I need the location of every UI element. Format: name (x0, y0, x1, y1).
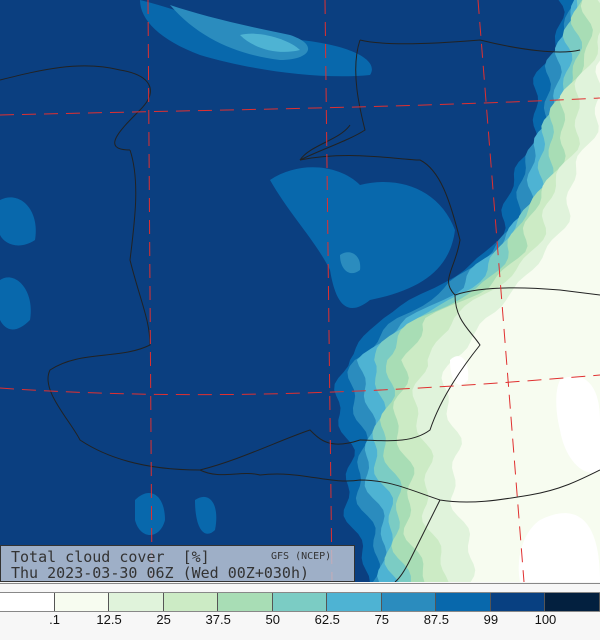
legend-swatch (545, 593, 600, 611)
legend-ticks: .1 12.5 25 37.5 50 62.5 75 87.5 99 100 (0, 612, 600, 632)
map-frame-line (0, 583, 600, 584)
legend-swatch (327, 593, 382, 611)
legend-tick-label: 50 (265, 612, 280, 627)
grid-line (0, 97, 600, 116)
country-borders (0, 39, 600, 582)
legend-tick-label: 25 (156, 612, 171, 627)
title-valid-time: Thu 2023-03-30 06Z (Wed 00Z+030h) (11, 564, 310, 582)
country-border (199, 469, 600, 503)
cloud-level-7 (441, 0, 600, 582)
grid-line (147, 0, 153, 582)
legend-swatch (163, 593, 219, 611)
grid-line (324, 0, 333, 582)
legend-swatch (0, 593, 55, 611)
legend-tick-label: 75 (374, 612, 390, 627)
cloud-patch (240, 33, 300, 52)
legend-swatch (272, 593, 328, 611)
grid-line (0, 374, 600, 396)
legend-swatch (218, 593, 273, 611)
legend-tick-label: 87.5 (423, 612, 450, 627)
cloud-patch (556, 376, 600, 473)
title-variable: Total cloud cover [%] (11, 548, 210, 566)
lat-lon-grid (0, 0, 600, 582)
country-border (359, 39, 581, 53)
title-source: GFS (NCEP) (271, 551, 332, 562)
legend-swatch (54, 593, 110, 611)
legend-swatch (490, 593, 546, 611)
cloud-patch (270, 167, 455, 309)
legend-swatch (109, 593, 164, 611)
cloud-patch (0, 197, 36, 246)
cloud-cover-map (0, 0, 600, 582)
legend-tick-label: 12.5 (96, 612, 122, 627)
legend-swatch (381, 593, 437, 611)
legend-tick-label: 100 (534, 612, 557, 627)
color-legend (0, 592, 600, 612)
title-box: Total cloud cover [%] GFS (NCEP) Thu 202… (0, 545, 355, 582)
cloud-patch (450, 356, 469, 385)
country-border (359, 294, 481, 442)
legend-tick-label: 37.5 (205, 612, 231, 627)
legend-tick-label: 99 (483, 612, 499, 627)
legend-swatch (436, 593, 491, 611)
cloud-patch (340, 252, 361, 274)
cloud-patch (135, 492, 165, 535)
cloud-patches (0, 0, 600, 582)
country-border (394, 499, 441, 582)
legend-tick-label: 62.5 (314, 612, 340, 627)
country-border (299, 39, 366, 161)
cloud-patch (0, 277, 31, 330)
cloud-patch (195, 496, 217, 534)
legend-tick-label: .1 (49, 612, 60, 627)
country-border (299, 124, 351, 161)
country-border (0, 65, 151, 151)
country-border (299, 155, 600, 296)
grid-line (477, 0, 525, 582)
cloud-patch (518, 513, 600, 582)
country-border (47, 149, 361, 471)
